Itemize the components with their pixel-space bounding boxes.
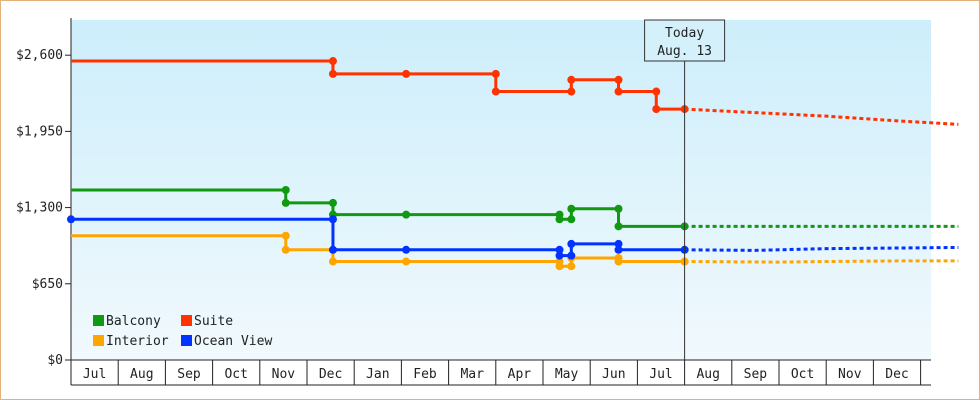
data-point-interior [567, 262, 576, 271]
data-point-suite [567, 87, 576, 96]
month-label: May [555, 367, 579, 382]
data-point-balcony [567, 215, 576, 224]
y-tick-label: $2,600 [16, 48, 63, 63]
y-tick-label: $1,950 [16, 124, 63, 139]
legend-swatch [93, 335, 104, 346]
month-label: Oct [791, 367, 814, 382]
data-point-ocean-view [567, 251, 576, 260]
legend-swatch [181, 335, 192, 346]
data-point-suite [614, 87, 623, 96]
data-point-interior [555, 262, 564, 271]
data-point-balcony [281, 198, 290, 207]
data-point-suite [328, 69, 337, 78]
data-point-suite [402, 69, 411, 78]
series-ocean-view [67, 215, 959, 260]
legend-label: Suite [194, 314, 233, 329]
today-label-line1: Today [665, 26, 704, 41]
month-label: Jul [83, 367, 106, 382]
data-point-suite [614, 75, 623, 84]
data-point-ocean-view [614, 245, 623, 254]
month-label: Mar [460, 367, 484, 382]
month-label: Oct [224, 367, 247, 382]
y-axis: $0 $650 $1,300 $1,950 $2,600 [16, 18, 72, 380]
data-point-ocean-view [402, 245, 411, 254]
month-label: Dec [885, 367, 908, 382]
month-label: Jul [649, 367, 672, 382]
legend-swatch [181, 315, 192, 326]
data-point-ocean-view [567, 239, 576, 248]
data-point-interior [328, 257, 337, 266]
month-label: Sep [177, 367, 201, 382]
legend-label: Interior [106, 334, 169, 349]
data-point-interior [281, 231, 290, 240]
month-label: Aug [130, 367, 153, 382]
y-tick-label: $1,300 [16, 201, 63, 216]
data-point-balcony [281, 186, 290, 194]
today-label-box [644, 19, 726, 62]
data-point-interior [402, 257, 411, 266]
data-point-balcony [614, 204, 623, 213]
data-point-balcony [402, 210, 411, 219]
series-layer [67, 57, 959, 271]
x-axis: Jul Aug Sep Oct Nov Dec Jan Feb Mar Apr May Jun Jul A… [70, 359, 931, 386]
month-label: Apr [508, 367, 532, 382]
series-balcony [71, 186, 959, 231]
data-point-ocean-view [67, 215, 75, 224]
data-point-suite [491, 87, 500, 96]
today-label-line2: Aug. 13 [657, 44, 712, 59]
data-point-ocean-view [555, 245, 564, 254]
data-point-ocean-view [328, 245, 337, 254]
series-projection-interior [684, 259, 959, 264]
legend: Balcony Suite Interior Ocean View [93, 314, 272, 349]
month-label: Dec [319, 367, 342, 382]
data-point-suite [328, 57, 337, 66]
data-point-ocean-view [614, 239, 623, 248]
series-projection-ocean-view [684, 245, 959, 252]
month-label: Aug [696, 367, 719, 382]
month-label: Nov [272, 367, 296, 382]
series-suite [71, 57, 959, 126]
data-point-suite [652, 105, 661, 114]
legend-label: Balcony [106, 314, 161, 329]
data-point-suite [567, 75, 576, 84]
data-point-balcony [614, 222, 623, 231]
today-marker: Today Aug. 13 [644, 19, 726, 360]
legend-swatch [93, 315, 104, 326]
month-label: Jan [366, 367, 389, 382]
data-point-interior [281, 245, 290, 254]
legend-label: Ocean View [194, 334, 272, 349]
data-point-suite [491, 69, 500, 78]
data-point-balcony [328, 198, 337, 207]
month-label: Sep [744, 367, 768, 382]
month-label: Feb [413, 367, 437, 382]
data-point-suite [652, 87, 661, 96]
month-label: Jun [602, 367, 625, 382]
y-tick-label: $0 [47, 353, 63, 368]
month-label: Nov [838, 367, 862, 382]
data-point-balcony [567, 204, 576, 213]
data-point-interior [614, 257, 623, 266]
series-projection-suite [684, 107, 959, 126]
data-point-balcony [555, 215, 564, 224]
y-tick-label: $650 [32, 277, 63, 292]
data-point-ocean-view [328, 215, 337, 224]
series-interior [71, 231, 959, 271]
data-point-ocean-view [555, 251, 564, 260]
